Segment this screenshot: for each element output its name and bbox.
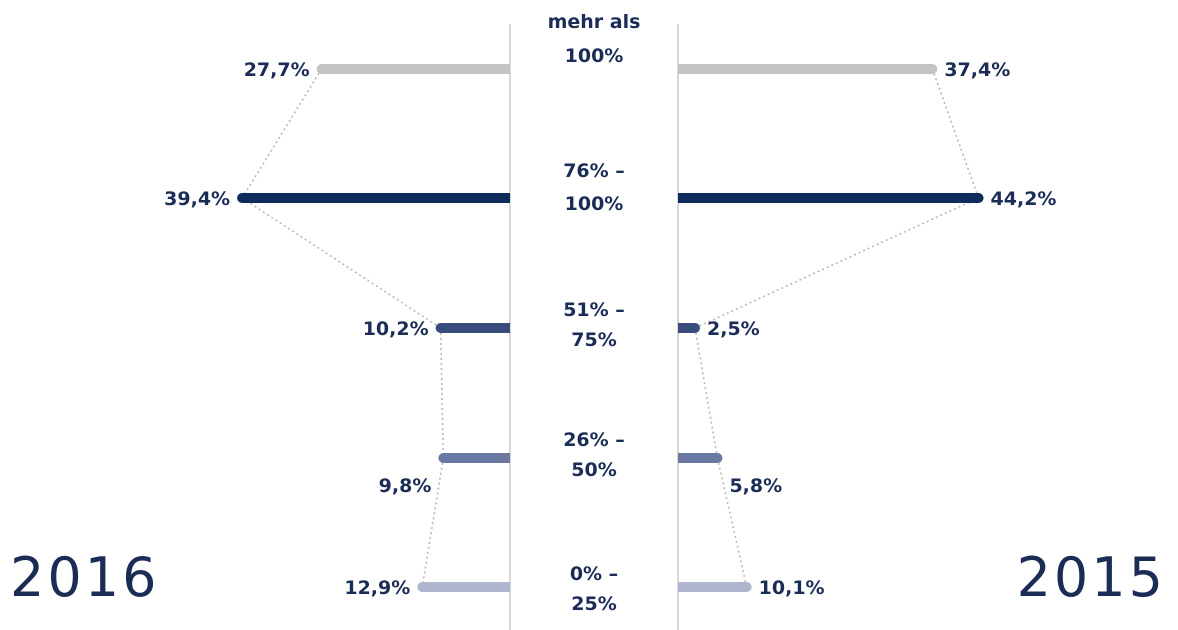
category-label: 25% [571, 593, 616, 615]
category-label: 76% – [563, 160, 625, 182]
connector-right [694, 327, 719, 459]
connector-left [421, 457, 445, 588]
value-label-right: 2,5% [707, 318, 760, 340]
category-label: mehr als [548, 11, 641, 33]
category-label: 26% – [563, 429, 625, 451]
category-label: 100% [565, 45, 624, 67]
connector-right [716, 457, 748, 588]
value-label-right: 37,4% [944, 59, 1010, 81]
bar-right-base [678, 193, 684, 203]
category-label: 50% [571, 459, 616, 481]
value-label-right: 5,8% [729, 475, 782, 497]
connector-left [439, 327, 445, 459]
connector-left [241, 68, 323, 199]
year-label-left: 2016 [10, 546, 159, 609]
connector-lines [241, 68, 980, 588]
bar-left-base [504, 582, 510, 592]
connector-right [694, 197, 979, 329]
bar-right-base [678, 323, 684, 333]
value-labels: 27,7% 37,4% 39,4% 44,2% 10,2% 2,5% 9,8% 5,8% 12,… [164, 59, 1056, 599]
value-label-left: 27,7% [244, 59, 310, 81]
connector-left [241, 197, 442, 329]
value-label-right: 44,2% [991, 188, 1057, 210]
bar-right-base [678, 64, 684, 74]
year-label-right: 2015 [1017, 546, 1166, 609]
bar-right-base [678, 582, 684, 592]
value-label-left: 9,8% [379, 475, 432, 497]
bar-left-base [504, 64, 510, 74]
value-label-left: 10,2% [363, 318, 429, 340]
category-labels: mehr als 100% 76% – 100% 51% – 75% 26% – 50% 0% … [548, 11, 641, 615]
value-label-left: 39,4% [164, 188, 230, 210]
bar-left-base [504, 323, 510, 333]
category-label: 100% [565, 193, 624, 215]
bar-left-base [504, 193, 510, 203]
category-label: 51% – [563, 299, 625, 321]
value-label-left: 12,9% [344, 577, 410, 599]
bar-right-base [678, 453, 684, 463]
bars [237, 64, 984, 592]
bar-left-base [504, 453, 510, 463]
category-label: 75% [571, 329, 616, 351]
center-dividers [509, 24, 679, 630]
category-label: 0% – [570, 563, 618, 585]
connector-right [931, 68, 980, 199]
value-label-right: 10,1% [759, 577, 825, 599]
